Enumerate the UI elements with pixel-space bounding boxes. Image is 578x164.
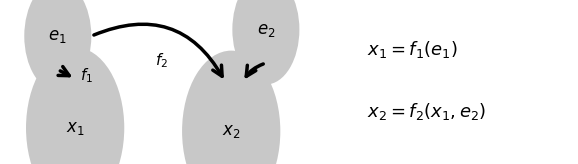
Ellipse shape xyxy=(232,0,299,84)
Ellipse shape xyxy=(26,47,124,164)
Text: $f_1$: $f_1$ xyxy=(80,66,93,85)
Text: $x_2 = f_2(x_1, e_2)$: $x_2 = f_2(x_1, e_2)$ xyxy=(367,101,486,122)
Text: $e_1$: $e_1$ xyxy=(49,27,67,45)
Text: $x_1$: $x_1$ xyxy=(66,119,84,137)
Ellipse shape xyxy=(24,0,91,91)
Text: $e_2$: $e_2$ xyxy=(257,20,275,39)
Ellipse shape xyxy=(182,51,280,164)
Text: $f_2$: $f_2$ xyxy=(155,51,168,70)
Text: $x_1 = f_1(e_1)$: $x_1 = f_1(e_1)$ xyxy=(367,39,458,60)
Text: $x_2$: $x_2$ xyxy=(222,122,240,140)
